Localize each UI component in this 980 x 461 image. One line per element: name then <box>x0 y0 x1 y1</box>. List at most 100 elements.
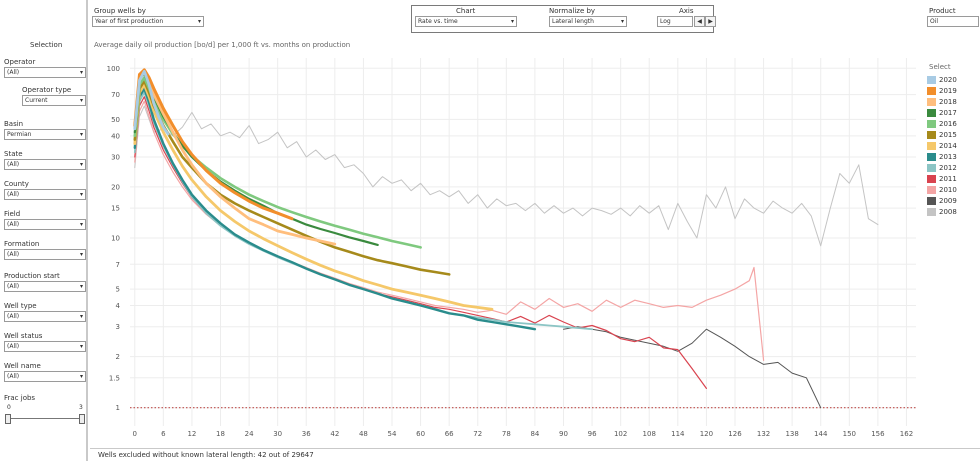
chevron-down-icon: ▾ <box>79 161 83 168</box>
chevron-down-icon: ▾ <box>79 251 83 258</box>
group-by-label: Group wells by <box>94 7 146 15</box>
chevron-down-icon: ▾ <box>79 191 83 198</box>
series-line-2019 <box>133 68 294 221</box>
chevron-down-icon: ▾ <box>79 343 83 350</box>
legend-label: 2020 <box>939 76 957 84</box>
axis-selector[interactable]: Log <box>657 16 693 27</box>
y-tick-label: 100 <box>107 65 120 73</box>
y-tick-label: 40 <box>111 132 120 140</box>
x-tick-label: 132 <box>757 430 770 438</box>
legend-label: 2019 <box>939 87 957 95</box>
formation-value: (All) <box>7 251 20 258</box>
formation-label: Formation <box>4 240 40 248</box>
chevron-down-icon: ▾ <box>79 131 83 138</box>
y-tick-label: 15 <box>111 205 120 213</box>
series-line-2014 <box>133 83 494 311</box>
basin-value: Permian <box>7 131 32 138</box>
well-status-label: Well status <box>4 332 43 340</box>
divider <box>90 448 980 449</box>
group-by-dropdown[interactable]: Year of first production ▾ <box>92 16 204 27</box>
legend-label: 2010 <box>939 186 957 194</box>
x-tick-label: 24 <box>245 430 254 438</box>
county-value: (All) <box>7 191 20 198</box>
frac-jobs-min: 0 <box>7 404 11 411</box>
chevron-down-icon: ▾ <box>79 373 83 380</box>
legend-label: 2009 <box>939 197 957 205</box>
normalize-dropdown[interactable]: Lateral length ▾ <box>549 16 627 27</box>
y-tick-label: 1 <box>116 404 120 412</box>
x-tick-label: 6 <box>161 430 166 438</box>
state-dropdown[interactable]: (All) ▾ <box>4 159 86 170</box>
x-tick-label: 162 <box>900 430 913 438</box>
x-tick-label: 72 <box>473 430 482 438</box>
frac-jobs-max: 3 <box>79 404 83 411</box>
y-tick-label: 70 <box>111 91 120 99</box>
chart-type-label: Chart <box>456 7 476 15</box>
legend-swatch <box>927 131 936 139</box>
field-value: (All) <box>7 221 20 228</box>
operator-type-dropdown[interactable]: Current ▾ <box>22 95 86 106</box>
x-tick-label: 12 <box>187 430 196 438</box>
operator-type-value: Current <box>25 97 48 104</box>
x-tick-label: 150 <box>843 430 856 438</box>
decline-curve-chart: 0 6 12 18 24 30 36 42 48 54 60 66 72 78 84 90 96 102 108 11… <box>107 58 916 438</box>
x-tick-label: 78 <box>502 430 511 438</box>
well-type-dropdown[interactable]: (All) ▾ <box>4 311 86 322</box>
chevron-left-icon: ◀ <box>697 18 702 25</box>
chevron-down-icon: ▾ <box>79 69 83 76</box>
y-tick-label: 50 <box>111 116 120 124</box>
field-label: Field <box>4 210 21 218</box>
legend-swatch <box>927 208 936 216</box>
basin-label: Basin <box>4 120 24 128</box>
group-by-value: Year of first production <box>95 18 164 25</box>
chart-title: Average daily oil production [bo/d] per … <box>94 41 351 49</box>
legend-swatch <box>927 98 936 106</box>
frac-jobs-slider-min-handle[interactable] <box>5 414 11 424</box>
frac-jobs-slider-max-handle[interactable] <box>79 414 85 424</box>
legend-label: 2016 <box>939 120 957 128</box>
x-tick-label: 108 <box>643 430 656 438</box>
operator-label: Operator <box>4 58 36 66</box>
legend-label: 2011 <box>939 175 957 183</box>
well-status-dropdown[interactable]: (All) ▾ <box>4 341 86 352</box>
legend-swatch <box>927 76 936 84</box>
product-dropdown[interactable]: Oil <box>927 16 979 27</box>
y-tick-label: 2 <box>116 353 120 361</box>
legend-swatch <box>927 87 936 95</box>
field-dropdown[interactable]: (All) ▾ <box>4 219 86 230</box>
chevron-down-icon: ▾ <box>79 283 83 290</box>
y-tick-label: 30 <box>111 154 120 162</box>
x-tick-label: 0 <box>133 430 137 438</box>
chart-type-dropdown[interactable]: Rate vs. time ▾ <box>415 16 517 27</box>
axis-prev-button[interactable]: ◀ <box>694 16 705 27</box>
y-tick-label: 4 <box>116 302 121 310</box>
production-start-dropdown[interactable]: (All) ▾ <box>4 281 86 292</box>
basin-dropdown[interactable]: Permian ▾ <box>4 129 86 140</box>
legend-label: 2018 <box>939 98 957 106</box>
operator-dropdown[interactable]: (All) ▾ <box>4 67 86 78</box>
chevron-down-icon: ▾ <box>79 221 83 228</box>
legend-label: 2012 <box>939 164 957 172</box>
x-tick-label: 54 <box>388 430 397 438</box>
operator-value: (All) <box>7 69 20 76</box>
chevron-down-icon: ▾ <box>510 18 514 25</box>
x-tick-label: 60 <box>416 430 425 438</box>
county-dropdown[interactable]: (All) ▾ <box>4 189 86 200</box>
product-label: Product <box>929 7 956 15</box>
y-tick-label: 1.5 <box>109 374 120 382</box>
well-name-dropdown[interactable]: (All) ▾ <box>4 371 86 382</box>
series-line-2010 <box>134 100 765 361</box>
normalize-label: Normalize by <box>549 7 596 15</box>
x-tick-label: 126 <box>728 430 742 438</box>
axis-label: Axis <box>679 7 694 15</box>
formation-dropdown[interactable]: (All) ▾ <box>4 249 86 260</box>
legend-label: 2013 <box>939 153 957 161</box>
frac-jobs-slider-track[interactable] <box>8 418 82 419</box>
chevron-down-icon: ▾ <box>620 18 624 25</box>
axis-value: Log <box>660 18 671 25</box>
x-tick-label: 42 <box>330 430 339 438</box>
axis-next-button[interactable]: ▶ <box>705 16 716 27</box>
x-tick-label: 18 <box>216 430 225 438</box>
status-text: Wells excluded without known lateral len… <box>98 451 314 459</box>
legend-label: 2017 <box>939 109 957 117</box>
